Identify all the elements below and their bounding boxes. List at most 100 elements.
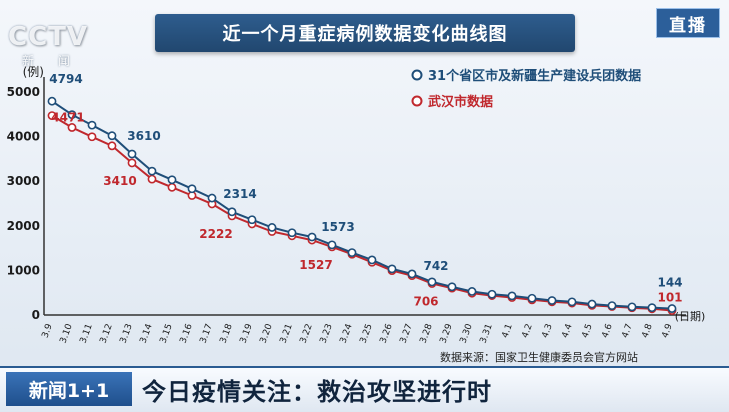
data-point <box>487 289 497 299</box>
data-label: 101 <box>657 290 682 304</box>
data-point <box>147 174 157 184</box>
data-label: 3610 <box>127 129 160 143</box>
x-tick-label: 3.23 <box>319 323 335 345</box>
data-point <box>547 296 557 305</box>
ticker-headline: 今日疫情关注：救治攻坚进行时 <box>142 377 492 406</box>
data-point <box>247 215 257 225</box>
data-point <box>107 131 117 141</box>
x-tick-label: 3.9 <box>41 322 55 339</box>
ticker-brand: 新闻1+1 <box>6 372 132 406</box>
data-point <box>407 269 417 279</box>
x-tick-label: 4.4 <box>561 322 575 339</box>
data-point <box>367 255 377 265</box>
x-tick-label: 4.2 <box>521 323 535 340</box>
x-tick-label: 3.24 <box>339 322 355 345</box>
data-point <box>387 264 397 274</box>
data-labels-layer: 4794 3610 2314 1573 742 144 4471 3410 2222 1527 70… <box>49 72 682 308</box>
x-tick-label: 3.26 <box>379 322 395 345</box>
data-point <box>47 111 57 120</box>
data-point <box>607 301 617 310</box>
x-tick-label: 3.13 <box>119 323 135 345</box>
data-source-note: 数据来源：国家卫生健康委员会官方网站 <box>440 351 638 364</box>
y-tick-label: 4000 <box>7 130 40 144</box>
data-point <box>227 207 237 217</box>
data-point <box>67 110 77 120</box>
x-tick-label: 4.3 <box>541 323 555 340</box>
x-tick-label: 3.22 <box>299 323 315 345</box>
data-point <box>507 291 517 301</box>
data-point <box>147 166 157 176</box>
data-point <box>47 96 57 106</box>
x-tick-label: 3.15 <box>159 323 175 345</box>
data-point <box>167 182 177 192</box>
data-point <box>567 297 577 307</box>
data-point <box>167 175 177 185</box>
x-tick-label: 3.14 <box>139 322 155 345</box>
x-tick-label: 4.8 <box>641 322 655 339</box>
x-tick-label: 3.16 <box>179 322 195 345</box>
data-point <box>287 228 297 238</box>
x-tick-label: 4.7 <box>621 323 635 340</box>
y-tick-label: 0 <box>32 308 40 322</box>
live-badge: 直播 <box>656 8 720 38</box>
y-axis-label: (例) <box>23 65 44 79</box>
y-tick-label: 3000 <box>7 174 40 188</box>
x-tick-label: 3.20 <box>259 322 275 345</box>
data-label: 2314 <box>223 187 256 201</box>
x-tick-label: 4.6 <box>601 322 615 339</box>
data-point <box>267 223 277 232</box>
data-label: 2222 <box>199 227 232 241</box>
x-tick-label: 3.31 <box>479 323 495 345</box>
x-tick-label: 3.28 <box>419 322 435 345</box>
data-label: 1527 <box>299 258 332 272</box>
x-tick-label: 3.12 <box>99 323 115 345</box>
x-tick-label: 4.9 <box>661 322 675 339</box>
data-point <box>127 158 137 168</box>
data-point <box>87 120 97 130</box>
data-point <box>307 232 317 242</box>
data-point <box>447 282 457 292</box>
data-label: 706 <box>413 295 438 309</box>
x-tick-label: 3.21 <box>279 323 295 345</box>
y-tick-label: 2000 <box>7 219 40 233</box>
data-label: 4471 <box>51 111 84 125</box>
cctv-logo: CCTV <box>8 22 89 52</box>
data-point <box>87 132 97 142</box>
data-point <box>327 240 337 250</box>
cctv-logo-subtitle: 新 闻 <box>22 54 80 68</box>
data-point <box>207 193 217 203</box>
data-label: 3410 <box>103 174 136 188</box>
data-point <box>127 149 137 159</box>
y-tick-label: 1000 <box>7 263 40 277</box>
x-tick-label: 3.19 <box>239 322 255 345</box>
data-point <box>187 184 197 194</box>
data-point <box>67 123 77 132</box>
data-point <box>627 302 637 312</box>
series-line <box>51 114 673 312</box>
x-tick-label: 3.27 <box>399 323 415 345</box>
x-tick-label: 3.29 <box>439 322 455 345</box>
data-point <box>667 304 677 313</box>
legend-label: 武汉市数据 <box>428 94 493 110</box>
data-point <box>587 299 597 309</box>
data-point <box>527 293 537 303</box>
x-tick-label: 3.30 <box>459 322 475 345</box>
x-axis-label: (日期) <box>675 310 706 323</box>
data-label: 742 <box>423 259 448 273</box>
legend-marker <box>411 95 423 107</box>
x-tick-label: 4.1 <box>501 323 515 340</box>
data-point <box>467 287 477 296</box>
data-label: 4794 <box>49 72 82 86</box>
data-point <box>427 277 437 287</box>
y-tick-label: 5000 <box>7 85 40 99</box>
data-point <box>647 303 657 313</box>
x-tick-label: 3.18 <box>219 322 235 345</box>
x-tick-label: 3.25 <box>359 323 375 345</box>
x-tick-label: 3.10 <box>59 322 75 345</box>
data-point <box>347 248 357 258</box>
x-tick-label: 3.17 <box>199 323 215 345</box>
